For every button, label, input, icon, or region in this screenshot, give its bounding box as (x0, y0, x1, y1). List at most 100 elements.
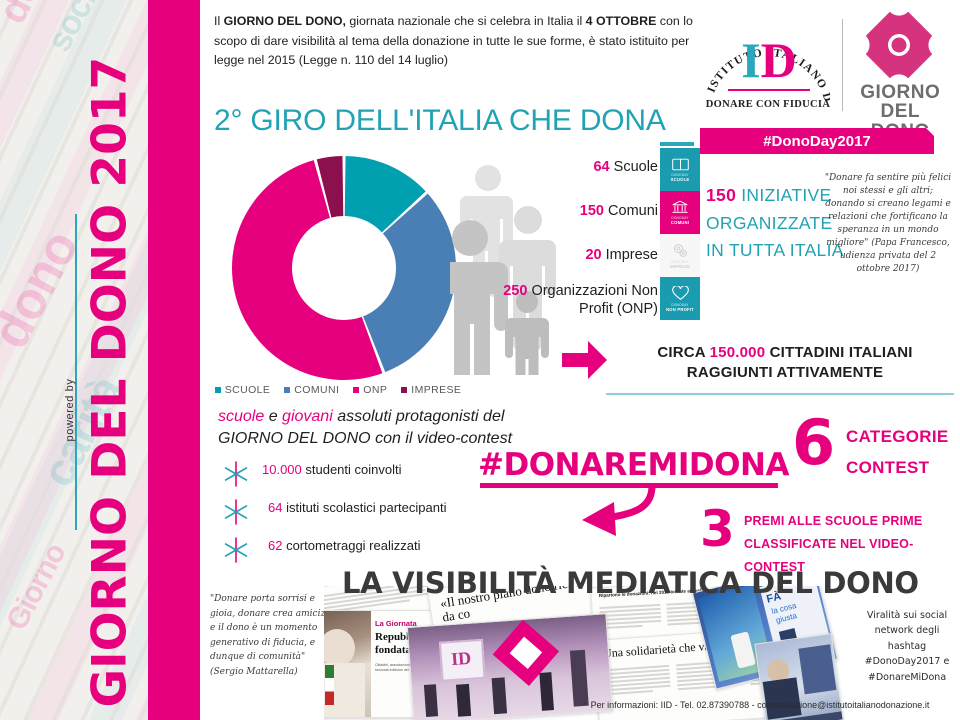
visibility-heading: LA VISIBILITÀ MEDIATICA DEL DONO (342, 566, 919, 600)
three-labels: PREMI ALLE SCUOLE PRIME CLASSIFICATE NEL… (744, 510, 960, 579)
arrow-right-icon (562, 341, 607, 379)
heading-underline (660, 142, 694, 146)
viral-line-2: network degli (874, 625, 940, 637)
diamond-flower-icon (861, 7, 938, 83)
iniziative-line-1: 150 INIZIATIVE (706, 182, 844, 210)
intro-text-bold-2: 4 OTTOBRE (585, 14, 657, 28)
iid-letter-i: I (741, 32, 761, 88)
scuole-mid: e (264, 408, 283, 425)
scuole-word: scuole (218, 408, 265, 425)
viral-line-1: Viralità sui social (866, 610, 948, 621)
icon-caption-top: DONODAY (671, 259, 689, 264)
stat-icon-nonprofit: DONODAY NON PROFIT (660, 277, 700, 320)
six-label-1: CATEGORIE (846, 427, 949, 446)
icon-caption-top: DONODAY (671, 302, 689, 307)
circa-number: 150.000 (709, 344, 766, 361)
stat-label: Comuni (604, 203, 658, 219)
asterisk-star-icon (224, 461, 248, 487)
three-label-1: PREMI ALLE SCUOLE PRIME (744, 514, 923, 528)
circa-citizens-block: CIRCA 150.000 CITTADINI ITALIANI RAGGIUN… (620, 343, 950, 384)
legend-label: COMUNI (294, 384, 340, 396)
donut-slice-onp (232, 160, 383, 380)
people-icon-group (436, 165, 556, 394)
asterisk-star-icon (224, 537, 248, 563)
stat-icon-column: DONODAY SCUOLE DONODAY COMUNI DONODAY IM… (660, 148, 700, 320)
iid-arc-text: ISTITUTO ITALIANO DONAZIONE (706, 13, 830, 104)
sidebar-texture (0, 0, 162, 720)
logo-divider (842, 19, 844, 111)
stat-icon-comuni: DONODAY COMUNI (660, 191, 700, 234)
donut-slice-imprese (316, 156, 344, 218)
intro-text-c: giornata nazionale che si celebra in Ita… (345, 14, 586, 28)
clipping-kicker: La Giornata (375, 619, 417, 628)
icon-caption-bottom: COMUNI (670, 220, 690, 225)
six-label-2: CONTEST (846, 457, 930, 477)
clipping-photo (324, 611, 371, 717)
circa-line-1: CIRCA 150.000 CITTADINI ITALIANI (620, 343, 950, 363)
stat-number: 250 (503, 283, 528, 299)
list-item: 64 istituti scolastici partecipanti (222, 496, 522, 534)
stat-icon-scuole: DONODAY SCUOLE (660, 148, 700, 191)
legend-item-comuni: COMUNI (284, 384, 339, 396)
gdd-line-1: GIORNO (860, 82, 941, 103)
legend-swatch-icon (284, 387, 291, 393)
list-item: 10.000 studenti coinvolti (222, 458, 522, 496)
viral-social-text: Viralità sui social network degli hashta… (854, 608, 960, 685)
page-title: GIORNO DEL DONO 2017 (82, 56, 138, 708)
iniziative-block: 150 INIZIATIVE ORGANIZZATE IN TUTTA ITAL… (706, 182, 844, 265)
left-sidebar: dono sociale 2017 dono carità Giorno GIO… (0, 0, 162, 720)
list-item: 62 cortometraggi realizzati (222, 534, 522, 572)
giovani-word: giovani (282, 408, 333, 425)
viral-line-3: hashtag (887, 640, 927, 652)
circa-underline (606, 393, 954, 395)
stat-number: 64 (593, 159, 610, 175)
stat-row-imprese: 20 Imprese (585, 246, 658, 264)
chart-legend: SCUOLE COMUNI ONP IMPRESE (214, 384, 461, 396)
list-item-label: cortometraggi realizzati (282, 538, 421, 553)
donut-chart (228, 152, 460, 384)
giorno-del-dono-logo: GIORNO DEL DONO (849, 7, 948, 141)
iniziative-line-3: IN TUTTA ITALIA (706, 240, 844, 261)
sidebar-divider (75, 214, 77, 530)
stat-number: 150 (579, 203, 604, 219)
building-icon (672, 200, 688, 213)
section-heading-giro: 2° GIRO DELL'ITALIA CHE DONA (214, 104, 666, 137)
scuole-line-2: GIORNO DEL DONO con il video-contest (218, 429, 513, 447)
stat-label: Scuole (609, 159, 658, 175)
gears-icon (673, 243, 687, 257)
stat-row-comuni: 150 Comuni (580, 202, 658, 220)
asterisk-star-icon (224, 499, 248, 525)
pink-vertical-bar (148, 0, 200, 720)
scuole-giovani-text: scuole e giovani assoluti protagonisti d… (218, 406, 548, 449)
icon-caption-bottom: SCUOLE (670, 176, 690, 182)
bullet-list: 10.000 studenti coinvolti 64 istituti sc… (222, 458, 522, 572)
intro-text-a: Il (214, 14, 224, 28)
legend-swatch-icon (401, 387, 408, 393)
book-icon (671, 158, 689, 170)
icon-caption-bottom: NON PROFIT (666, 306, 694, 312)
legend-item-imprese: IMPRESE (401, 384, 461, 396)
intro-text-e: con lo scopo di dare visibilità al tema … (214, 14, 693, 68)
list-item-number: 62 (268, 538, 283, 553)
people-silhouettes (436, 160, 580, 394)
stat-icon-imprese: DONODAY IMPRESE (660, 234, 700, 277)
list-item-number: 10.000 (262, 462, 302, 477)
legend-item-onp: ONP (353, 384, 387, 396)
footer-contact: Per informazioni: IID - Tel. 02.87390788… (590, 700, 930, 710)
stat-row-onp: 250 Organizzazioni Non Profit (ONP) (488, 282, 658, 318)
list-item-label: istituti scolastici partecipanti (282, 500, 447, 515)
iid-letter-d: D (760, 32, 797, 88)
iid-tagline: DONARE CON FIDUCIA (705, 99, 831, 110)
icon-caption-bottom: IMPRESE (669, 263, 691, 269)
list-item-number: 64 (268, 500, 283, 515)
legend-label: IMPRESE (411, 384, 462, 396)
iid-logo: ISTITUTO ITALIANO DONAZIONE ID DONARE CO… (698, 9, 836, 121)
powered-by-label: powered by (64, 378, 76, 442)
circa-line-2: RAGGIUNTI ATTIVAMENTE (686, 364, 884, 382)
icon-caption-top: DONODAY (671, 216, 689, 220)
six-number: 6 (792, 406, 836, 479)
circa-pre: CIRCA (657, 344, 710, 361)
iniziative-line-2: ORGANIZZATE (706, 212, 833, 233)
donut-slice-comuni (363, 193, 456, 373)
